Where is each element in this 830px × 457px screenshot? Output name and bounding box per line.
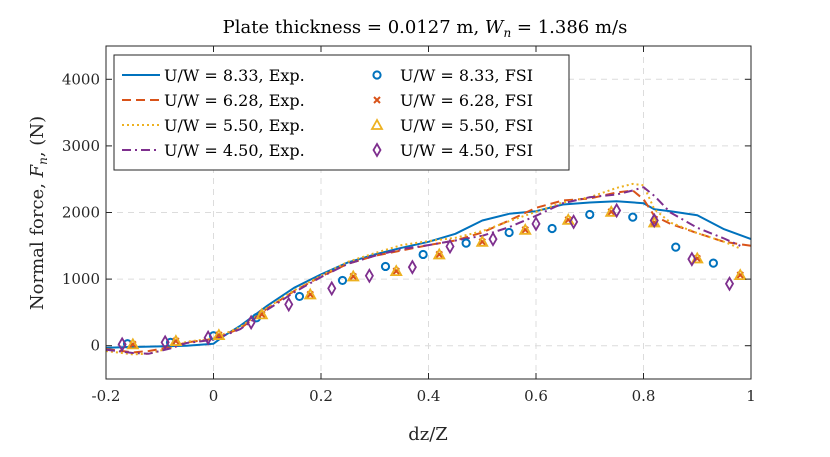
data-point-u-w-4-50-fsi <box>445 238 455 255</box>
y-tick-label: 1000 <box>62 270 100 288</box>
data-point-u-w-5-50-fsi <box>303 287 317 300</box>
legend-label: U/W = 8.33, FSI <box>400 66 533 85</box>
data-point-u-w-8-33-fsi <box>337 275 348 286</box>
chart-title: Plate thickness = 0.0127 m, Wn = 1.386 m… <box>223 17 628 40</box>
data-point-u-w-8-33-fsi <box>585 209 595 220</box>
x-tick-label: -0.2 <box>92 387 121 405</box>
data-point-u-w-4-50-fsi <box>531 216 541 232</box>
data-point-u-w-4-50-fsi <box>246 314 256 331</box>
data-point-u-w-8-33-fsi <box>628 212 638 222</box>
x-tick-label: 0.4 <box>417 387 441 405</box>
x-tick-label: 0.2 <box>309 387 333 405</box>
legend-swatch-marker <box>370 118 384 130</box>
x-axis-label: dz/Z <box>408 424 448 445</box>
data-point-u-w-5-50-fsi <box>475 234 489 247</box>
series-line-u-w-4-50-exp <box>105 186 741 355</box>
legend-swatch-marker <box>372 142 382 158</box>
legend-box <box>113 54 570 171</box>
y-tick-label: 4000 <box>62 70 100 88</box>
data-point-u-w-4-50-fsi <box>284 296 294 313</box>
data-point-u-w-8-33-fsi <box>547 223 557 234</box>
tick-labels: -0.2 0 0.2 0.4 0.6 0.8 1 0 1000 2000 3000 4000 <box>62 70 756 405</box>
data-point-u-w-5-50-fsi <box>255 307 269 320</box>
y-axis-label: Normal force, Fn, (N) <box>27 116 50 310</box>
data-point-u-w-4-50-fsi <box>488 231 498 247</box>
data-point-u-w-8-33-fsi <box>504 227 514 238</box>
data-point-u-w-5-50-fsi <box>212 328 226 340</box>
series-lines <box>105 182 752 356</box>
data-point-u-w-5-50-fsi <box>733 268 747 281</box>
y-tick-label: 2000 <box>62 204 100 222</box>
data-point-u-w-8-33-fsi <box>380 261 391 272</box>
data-point-u-w-5-50-fsi <box>346 269 360 282</box>
data-point-u-w-4-50-fsi <box>724 275 735 292</box>
data-point-u-w-4-50-fsi <box>649 212 659 229</box>
data-point-u-w-5-50-fsi <box>518 222 532 235</box>
x-tick-label: 0.8 <box>632 387 656 405</box>
series-markers <box>117 202 747 353</box>
y-tick-label: 3000 <box>62 137 100 155</box>
legend-label: U/W = 6.28, Exp. <box>164 91 305 110</box>
legend-label: U/W = 4.50, Exp. <box>164 141 305 160</box>
data-point-u-w-8-33-fsi <box>708 258 718 268</box>
data-point-u-w-4-50-fsi <box>687 251 697 267</box>
data-point-u-w-5-50-fsi <box>389 264 403 277</box>
data-point-u-w-8-33-fsi <box>294 291 305 302</box>
legend-label: U/W = 6.28, FSI <box>400 91 533 110</box>
legend-label: U/W = 5.50, FSI <box>400 116 533 135</box>
x-tick-label: 0 <box>209 387 219 405</box>
data-point-u-w-8-33-fsi <box>418 249 428 260</box>
data-point-u-w-5-50-fsi <box>432 247 446 260</box>
legend-label: U/W = 4.50, FSI <box>400 141 533 160</box>
y-tick-label: 0 <box>90 337 100 355</box>
data-point-u-w-4-50-fsi <box>203 329 213 346</box>
data-point-u-w-5-50-fsi <box>169 334 183 346</box>
legend-label: U/W = 5.50, Exp. <box>164 116 305 135</box>
data-point-u-w-8-33-fsi <box>461 238 471 248</box>
x-tick-label: 1 <box>746 387 756 405</box>
legend-swatch-marker <box>372 70 382 80</box>
x-tick-label: 0.6 <box>524 387 548 405</box>
series-line-u-w-8-33-exp <box>105 200 752 349</box>
data-point-u-w-4-50-fsi <box>407 259 417 275</box>
series-line-u-w-5-50-exp <box>105 182 741 356</box>
axis-ticks <box>105 46 752 379</box>
data-point-u-w-4-50-fsi <box>117 336 127 353</box>
data-point-u-w-8-33-fsi <box>671 242 681 252</box>
data-point-u-w-4-50-fsi <box>612 202 622 219</box>
data-point-u-w-5-50-fsi <box>126 337 140 350</box>
legend-label: U/W = 8.33, Exp. <box>164 66 305 85</box>
data-point-u-w-4-50-fsi <box>569 214 579 230</box>
data-point-u-w-4-50-fsi <box>160 334 170 351</box>
legend: U/W = 8.33, Exp. U/W = 8.33, FSI U/W = 6.2… <box>113 54 570 171</box>
data-point-u-w-4-50-fsi <box>364 267 374 284</box>
legend-swatch-marker <box>373 96 381 104</box>
data-point-u-w-4-50-fsi <box>327 280 337 297</box>
